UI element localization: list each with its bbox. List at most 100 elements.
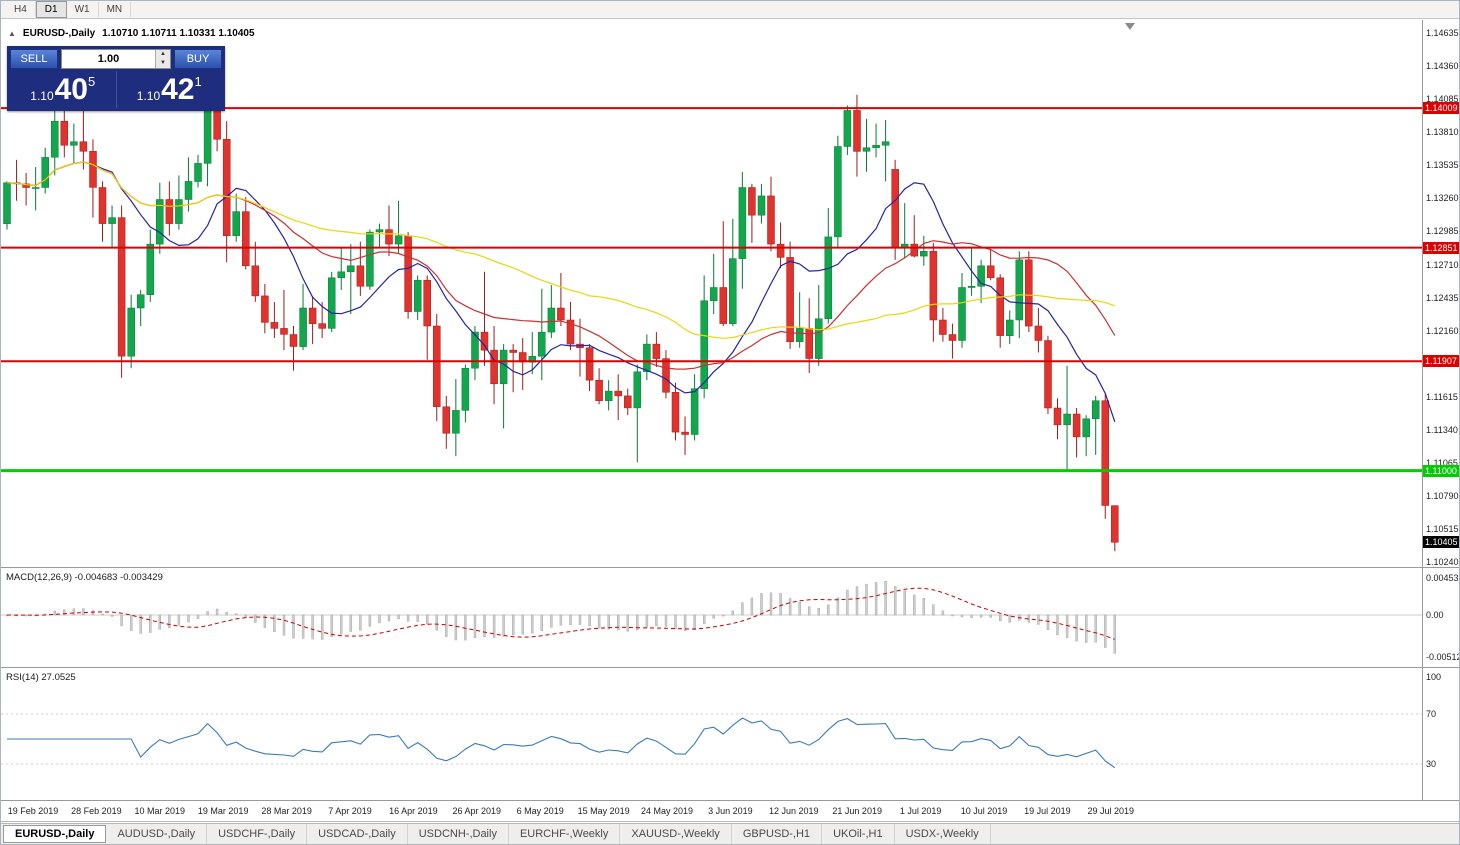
chart-tab-bar: EURUSD-,Daily AUDUSD-,Daily USDCHF-,Daily U…	[1, 823, 1459, 844]
date-label: 19 Mar 2019	[197, 806, 249, 816]
candles-layer	[3, 51, 1119, 552]
chart-tab-eurusd[interactable]: EURUSD-,Daily	[3, 825, 107, 843]
date-label: 29 Jul 2019	[1087, 806, 1135, 816]
price-tick: 1.10240	[1426, 557, 1459, 568]
chart-tab-usdcad[interactable]: USDCAD-,Daily	[307, 824, 408, 844]
price-tick: 1.12160	[1426, 325, 1459, 336]
date-label: 28 Feb 2019	[71, 806, 122, 816]
price-tick: 1.14085	[1426, 93, 1459, 104]
sell-price-prefix: 1.10	[30, 89, 54, 103]
price-tick: 1.14360	[1426, 60, 1459, 71]
price-tick: 1.13810	[1426, 127, 1459, 138]
chart-title: ▲ EURUSD-,Daily 1.10710 1.10711 1.10331 …	[8, 28, 255, 39]
price-tick: 1.13535	[1426, 160, 1459, 171]
rsi-canvas[interactable]	[1, 668, 1422, 800]
volume-spinner[interactable]: 1.00 ▲ ▼	[61, 49, 171, 69]
timeframe-button-h4[interactable]: H4	[6, 2, 36, 17]
chart-window: ▲ EURUSD-,Daily 1.10710 1.10711 1.10331 …	[1, 20, 1459, 822]
buy-price-pipette: 1	[194, 74, 202, 89]
level-price-tag: 1.11907	[1423, 355, 1459, 368]
timeframe-button-d1[interactable]: D1	[35, 1, 67, 18]
macd-indicator-pane: MACD(12,26,9) -0.004683 -0.003429 0.0045…	[1, 568, 1459, 668]
price-chart-canvas[interactable]	[1, 20, 1422, 567]
date-label: 26 Apr 2019	[452, 806, 502, 816]
price-tick: 1.12710	[1426, 259, 1459, 270]
date-label: 6 May 2019	[516, 806, 564, 816]
moving-averages-layer	[6, 161, 1116, 422]
price-tick: 1.11615	[1426, 391, 1458, 402]
timeframe-button-mn[interactable]: MN	[99, 2, 132, 17]
price-tick: 1.12985	[1426, 226, 1459, 237]
macd-label: MACD(12,26,9) -0.004683 -0.003429	[6, 572, 163, 583]
rsi-axis-separator	[1422, 668, 1423, 800]
level-price-tag: 1.11000	[1423, 464, 1459, 477]
buy-button[interactable]: BUY	[174, 49, 222, 69]
date-label: 21 Jun 2019	[832, 806, 882, 816]
chart-tab-ukoil[interactable]: UKOil-,H1	[822, 824, 895, 844]
chart-tab-usdx[interactable]: USDX-,Weekly	[895, 824, 991, 844]
chart-tab-usdcnh[interactable]: USDCNH-,Daily	[408, 824, 509, 844]
date-label: 10 Mar 2019	[134, 806, 186, 816]
date-label: 19 Jul 2019	[1024, 806, 1071, 816]
price-tick: 1.13260	[1426, 193, 1459, 204]
price-axis-separator	[1422, 20, 1423, 567]
macd-histogram-layer	[5, 580, 1117, 654]
chart-tab-audusd[interactable]: AUDUSD-,Daily	[106, 824, 208, 844]
buy-price-big-digits: 42	[161, 72, 195, 106]
date-label: 12 Jun 2019	[769, 806, 819, 816]
level-price-tag: 1.12851	[1423, 241, 1459, 254]
sell-price-big-digits: 40	[54, 72, 88, 106]
date-axis: 19 Feb 2019 28 Feb 2019 10 Mar 2019 19 Mar …	[1, 801, 1422, 821]
rsi-tick: 70	[1426, 709, 1437, 719]
sell-price-display[interactable]: 1.10 40 5	[10, 71, 116, 108]
collapse-trade-panel-icon[interactable]: ▲	[8, 29, 16, 38]
chart-symbol-label: EURUSD-,Daily	[22, 28, 96, 39]
macd-tick: 0.004532	[1426, 572, 1460, 583]
current-price-tag: 1.10405	[1423, 536, 1459, 549]
macd-tick: -0.005122	[1426, 652, 1459, 663]
chart-tab-xauusd[interactable]: XAUUSD-,Weekly	[620, 824, 732, 844]
rsi-label: RSI(14) 27.0525	[6, 672, 76, 683]
price-axis: 1.14635 1.14360 1.14085 1.13810 1.13535 1.132…	[1423, 20, 1459, 568]
volume-value[interactable]: 1.00	[97, 53, 120, 65]
chart-tab-gbpusd[interactable]: GBPUSD-,H1	[732, 824, 823, 844]
date-label: 15 May 2019	[577, 806, 630, 816]
date-label: 10 Jul 2019	[960, 806, 1008, 816]
price-chart-pane: ▲ EURUSD-,Daily 1.10710 1.10711 1.10331 …	[1, 20, 1459, 568]
buy-price-display[interactable]: 1.10 42 1	[115, 71, 223, 108]
one-click-trading-panel: SELL 1.00 ▲ ▼ BUY 1.10 40 5	[7, 46, 225, 111]
macd-tick: 0.00	[1426, 610, 1444, 621]
price-tick: 1.10515	[1426, 524, 1459, 535]
macd-axis: 0.004532 0.00 -0.005122	[1423, 568, 1460, 667]
date-label: 1 Jul 2019	[899, 806, 942, 816]
date-label: 7 Apr 2019	[328, 806, 372, 816]
horizontal-levels-layer	[1, 107, 1422, 473]
date-label: 28 Mar 2019	[261, 806, 312, 816]
price-tick: 1.11340	[1426, 424, 1458, 435]
rsi-indicator-pane: RSI(14) 27.0525 100 70 30	[1, 668, 1459, 801]
volume-arrows: ▲ ▼	[155, 50, 170, 68]
chart-ohlc-values: 1.10710 1.10711 1.10331 1.10405	[102, 28, 255, 39]
volume-down-icon[interactable]: ▼	[156, 59, 170, 68]
macd-canvas[interactable]	[1, 568, 1422, 667]
rsi-tick: 30	[1426, 759, 1437, 769]
rsi-tick: 100	[1426, 671, 1442, 682]
date-label: 19 Feb 2019	[7, 806, 59, 816]
chart-tab-usdchf[interactable]: USDCHF-,Daily	[207, 824, 308, 844]
price-tick: 1.10790	[1426, 490, 1459, 501]
price-tick: 1.11065	[1426, 457, 1458, 468]
price-tick: 1.14635	[1426, 27, 1459, 38]
chart-tab-eurchf[interactable]: EURCHF-,Weekly	[509, 824, 621, 844]
buy-price-prefix: 1.10	[136, 89, 161, 103]
volume-up-icon[interactable]: ▲	[156, 50, 170, 59]
chart-shift-marker-icon[interactable]	[1125, 23, 1135, 30]
timeframe-button-w1[interactable]: W1	[67, 2, 99, 17]
timeframe-toolbar: H4 D1 W1 MN	[1, 1, 1459, 19]
sell-price-pipette: 5	[88, 74, 96, 89]
macd-axis-separator	[1422, 568, 1423, 667]
date-label: 24 May 2019	[640, 806, 694, 816]
sell-button[interactable]: SELL	[10, 49, 58, 69]
date-label: 3 Jun 2019	[708, 806, 753, 816]
level-price-tag: 1.14009	[1423, 102, 1459, 115]
